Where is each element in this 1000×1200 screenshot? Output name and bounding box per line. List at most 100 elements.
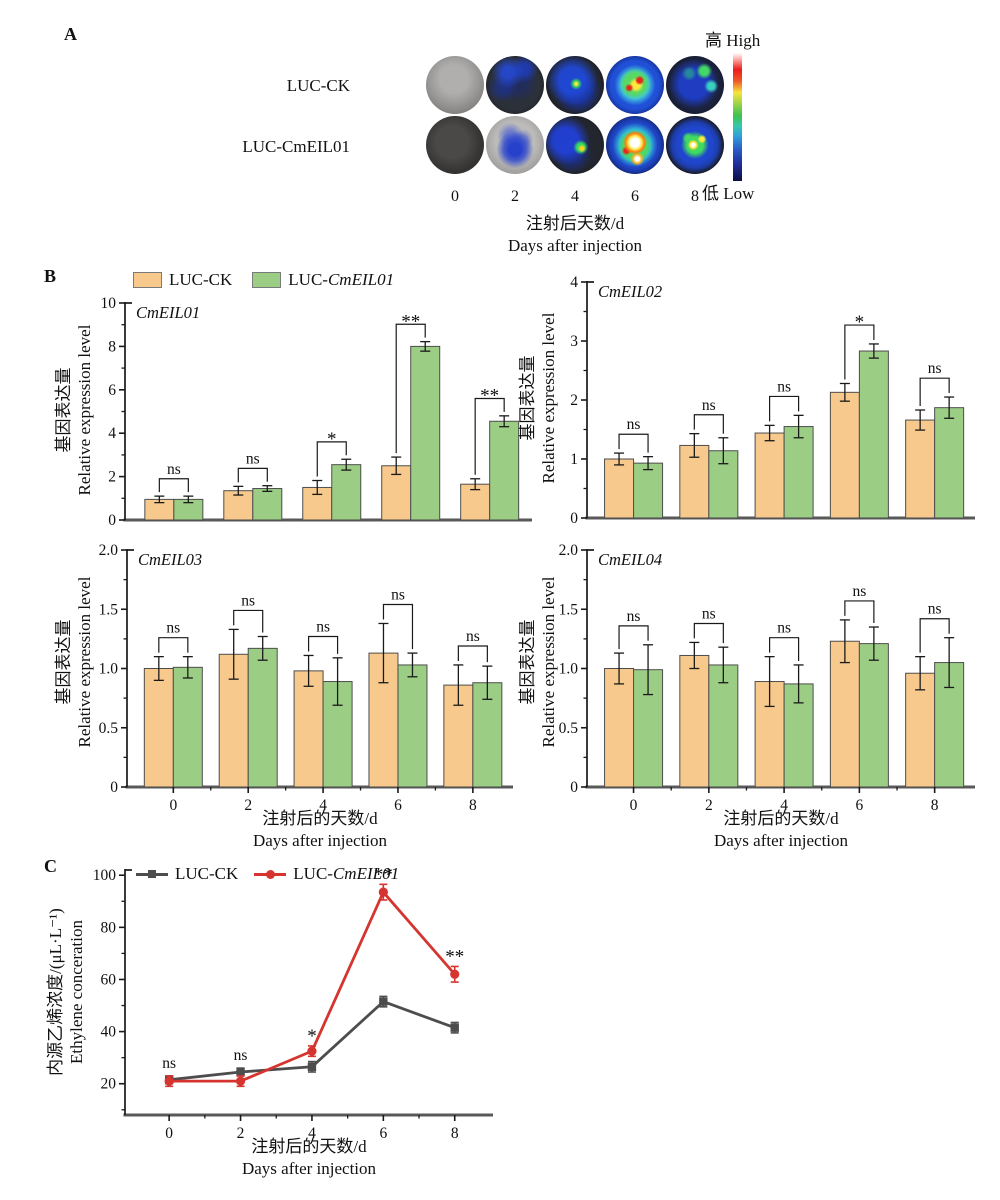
panel-a-day-8: 8: [691, 188, 699, 205]
svg-text:**: **: [480, 385, 499, 406]
svg-text:20: 20: [101, 1076, 117, 1093]
cmeil03-ylabel: 基因表达量 Relative expression level: [54, 576, 94, 748]
svg-text:2: 2: [705, 797, 713, 814]
svg-text:4: 4: [319, 797, 327, 814]
panel-a-day-2: 2: [511, 188, 519, 205]
legend-c-item-ck: LUC-CK: [136, 864, 238, 884]
svg-text:ns: ns: [928, 601, 942, 618]
colorbar-high-label: 高 High: [705, 31, 761, 50]
svg-text:6: 6: [856, 797, 864, 814]
svg-text:ns: ns: [246, 450, 260, 467]
svg-text:2: 2: [244, 797, 252, 814]
svg-text:0: 0: [169, 797, 177, 814]
svg-text:0: 0: [108, 512, 116, 529]
svg-text:1.0: 1.0: [559, 661, 579, 678]
svg-text:60: 60: [101, 971, 117, 988]
svg-text:CmEIL03: CmEIL03: [138, 550, 202, 569]
panel-c-legend: LUC-CK LUC-CmEIL01: [136, 864, 399, 884]
svg-text:CmEIL04: CmEIL04: [598, 550, 662, 569]
svg-text:0.5: 0.5: [99, 720, 119, 737]
legend-b-label-ck: LUC-CK: [169, 270, 233, 289]
svg-text:1.5: 1.5: [99, 601, 119, 618]
svg-text:40: 40: [101, 1024, 117, 1041]
panel-a-label: A: [64, 24, 77, 44]
legend-c-marker-treat: [254, 867, 287, 881]
svg-text:8: 8: [108, 338, 116, 355]
panel-a-day-0: 0: [451, 188, 459, 205]
luminescence-disc-treat-day6: [606, 116, 664, 174]
svg-text:0: 0: [570, 510, 578, 527]
svg-text:ns: ns: [391, 587, 405, 604]
legend-c-marker-ck: [136, 867, 168, 881]
svg-text:80: 80: [101, 919, 117, 936]
legend-item-luc-ck: LUC-CK: [133, 270, 232, 290]
svg-text:2: 2: [570, 392, 578, 409]
panel-a-xlabel-cn: 注射后天数/d: [525, 214, 625, 233]
svg-text:3: 3: [570, 333, 578, 350]
svg-text:ns: ns: [162, 1055, 176, 1072]
bar-chart-cmeil02: 0 1 2 3 4 CmEIL02 ns ns ns * ns: [570, 274, 975, 527]
svg-text:ns: ns: [466, 628, 480, 645]
panel-a-day-6: 6: [631, 188, 639, 205]
svg-text:*: *: [327, 429, 337, 450]
svg-text:8: 8: [931, 797, 939, 814]
svg-text:8: 8: [469, 797, 477, 814]
svg-text:CmEIL02: CmEIL02: [598, 282, 662, 301]
svg-text:0: 0: [630, 797, 638, 814]
svg-text:ns: ns: [234, 1047, 248, 1064]
luminescence-disc-treat-day0: [426, 116, 484, 174]
circle-marker-icon: [266, 870, 276, 879]
svg-text:6: 6: [108, 382, 116, 399]
svg-text:**: **: [445, 946, 464, 967]
svg-text:ns: ns: [777, 378, 791, 395]
svg-text:1: 1: [570, 451, 578, 468]
svg-text:ns: ns: [627, 416, 641, 433]
bar-chart-cmeil04: 0 0.5 1.0 1.5 2.0 CmEIL04 ns 0 ns 2 ns 4 ns 6 ns 8: [559, 542, 975, 814]
svg-text:1.0: 1.0: [99, 661, 119, 678]
legend-b-swatch-ck: [133, 272, 162, 288]
svg-text:ns: ns: [852, 583, 866, 600]
luminescence-disc-ck-day2: [486, 56, 544, 114]
svg-text:0: 0: [570, 779, 578, 796]
svg-text:8: 8: [451, 1125, 459, 1142]
panel-c-label: C: [44, 856, 57, 876]
legend-c-label-treat: LUC-CmEIL01: [293, 864, 400, 883]
svg-text:**: **: [374, 864, 393, 885]
luminescence-disc-treat-day2: [486, 116, 544, 174]
luminescence-disc-ck-day4: [546, 56, 604, 114]
ethylene-ylabel: 内源乙烯浓度/(μL·L⁻¹) Ethylene conceration: [46, 908, 86, 1076]
svg-text:**: **: [401, 311, 420, 332]
cmeil01-ylabel: 基因表达量 Relative expression level: [54, 324, 94, 496]
luminescence-disc-treat-day4: [546, 116, 604, 174]
svg-text:*: *: [855, 312, 865, 333]
cmeil03-xlabel: 注射后的天数/d Days after injection: [252, 809, 388, 850]
panel-a-row-label-ck: LUC-CK: [286, 76, 350, 95]
svg-text:6: 6: [394, 797, 402, 814]
luminescence-disc-ck-day0: [426, 56, 484, 114]
svg-text:ns: ns: [241, 592, 255, 609]
svg-text:4: 4: [780, 797, 788, 814]
svg-text:ns: ns: [777, 620, 791, 637]
svg-text:0: 0: [110, 779, 118, 796]
svg-text:*: *: [307, 1026, 317, 1047]
svg-text:ns: ns: [928, 360, 942, 377]
svg-text:2: 2: [108, 469, 116, 486]
svg-text:2: 2: [237, 1125, 245, 1142]
bar-chart-cmeil03: 0 0.5 1.0 1.5 2.0 CmEIL03 ns 0 ns 2 ns 4 ns 6 ns 8: [99, 542, 513, 814]
panel-b-legend: LUC-CK LUC-CmEIL01: [133, 270, 394, 290]
legend-b-label-treat: LUC-CmEIL01: [288, 270, 395, 289]
svg-text:6: 6: [379, 1125, 387, 1142]
svg-text:1.5: 1.5: [559, 601, 579, 618]
svg-text:2.0: 2.0: [99, 542, 119, 559]
legend-c-label-ck: LUC-CK: [175, 864, 239, 883]
svg-text:ns: ns: [167, 461, 181, 478]
cmeil04-xlabel: 注射后的天数/d Days after injection: [713, 809, 849, 850]
legend-c-item-treat: LUC-CmEIL01: [254, 864, 399, 884]
svg-text:4: 4: [308, 1125, 316, 1142]
square-marker-icon: [148, 870, 156, 878]
svg-text:ns: ns: [166, 620, 180, 637]
svg-text:10: 10: [101, 295, 117, 312]
